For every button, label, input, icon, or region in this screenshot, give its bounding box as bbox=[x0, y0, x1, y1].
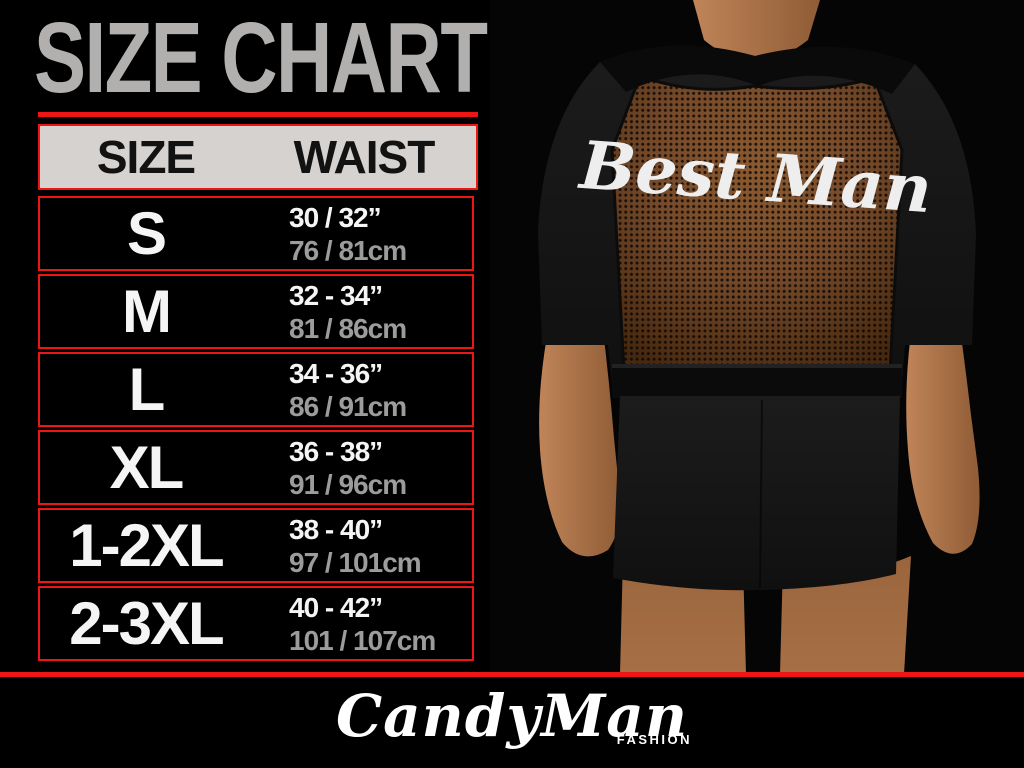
waist-values: 38 - 40” 97 / 101cm bbox=[252, 510, 472, 581]
waist-values: 36 - 38” 91 / 96cm bbox=[252, 432, 472, 503]
table-row-m: M 32 - 34” 81 / 86cm bbox=[38, 274, 474, 349]
waist-centimeters: 81 / 86cm bbox=[289, 312, 407, 344]
table-row-l: L 34 - 36” 86 / 91cm bbox=[38, 352, 474, 427]
table-row-s: S 30 / 32” 76 / 81cm bbox=[38, 196, 474, 271]
size-label: 1-2XL bbox=[69, 511, 224, 579]
waist-inches: 30 / 32” bbox=[289, 201, 382, 233]
robe-skirt-seam bbox=[759, 399, 763, 589]
robe-skirt bbox=[613, 396, 900, 591]
size-label: 2-3XL bbox=[69, 589, 224, 657]
size-label: XL bbox=[109, 433, 185, 501]
model-right-arm bbox=[906, 325, 980, 554]
title-underline bbox=[38, 112, 478, 117]
size-table-body: S 30 / 32” 76 / 81cm M 32 - 34” 81 / 86c… bbox=[38, 196, 474, 664]
waist-inches: 40 - 42” bbox=[289, 591, 383, 623]
page-title: SIZE CHART bbox=[34, 2, 488, 114]
table-row-2-3xl: 2-3XL 40 - 42” 101 / 107cm bbox=[38, 586, 474, 661]
waist-centimeters: 97 / 101cm bbox=[289, 546, 422, 578]
waist-centimeters: 86 / 91cm bbox=[289, 390, 407, 422]
size-label: L bbox=[128, 355, 166, 423]
waist-centimeters: 91 / 96cm bbox=[289, 468, 407, 500]
waist-values: 30 / 32” 76 / 81cm bbox=[252, 198, 472, 269]
model-left-arm bbox=[539, 320, 621, 557]
model-back-illustration: Best Man bbox=[490, 0, 1024, 674]
column-header-waist: WAIST bbox=[293, 131, 436, 183]
brand-subtitle: FASHION bbox=[616, 732, 693, 747]
size-label: S bbox=[126, 199, 167, 267]
mesh-dot-texture bbox=[612, 76, 902, 372]
table-header-row: SIZE WAIST bbox=[38, 124, 478, 190]
model-neck bbox=[693, 0, 820, 62]
size-label: M bbox=[122, 277, 172, 345]
waist-inches: 38 - 40” bbox=[289, 513, 383, 545]
waist-values: 40 - 42” 101 / 107cm bbox=[252, 588, 472, 659]
waist-values: 34 - 36” 86 / 91cm bbox=[252, 354, 472, 425]
waist-inches: 32 - 34” bbox=[289, 279, 383, 311]
brand-name: CandyMan bbox=[335, 682, 689, 750]
brand-footer: CandyMan FASHION bbox=[0, 677, 1024, 768]
candyman-logo: CandyMan FASHION bbox=[330, 681, 694, 751]
waist-values: 32 - 34” 81 / 86cm bbox=[252, 276, 472, 347]
waist-inches: 34 - 36” bbox=[289, 357, 383, 389]
robe-collar bbox=[600, 45, 915, 94]
column-header-size: SIZE bbox=[96, 131, 196, 183]
footer-divider-line bbox=[0, 672, 1024, 677]
waist-centimeters: 101 / 107cm bbox=[289, 624, 436, 656]
waist-inches: 36 - 38” bbox=[289, 435, 383, 467]
table-row-xl: XL 36 - 38” 91 / 96cm bbox=[38, 430, 474, 505]
waist-centimeters: 76 / 81cm bbox=[289, 234, 407, 266]
table-row-1-2xl: 1-2XL 38 - 40” 97 / 101cm bbox=[38, 508, 474, 583]
robe-belt bbox=[612, 364, 902, 398]
robe-belt-highlight bbox=[612, 364, 902, 368]
product-photo: Best Man bbox=[490, 0, 1024, 674]
